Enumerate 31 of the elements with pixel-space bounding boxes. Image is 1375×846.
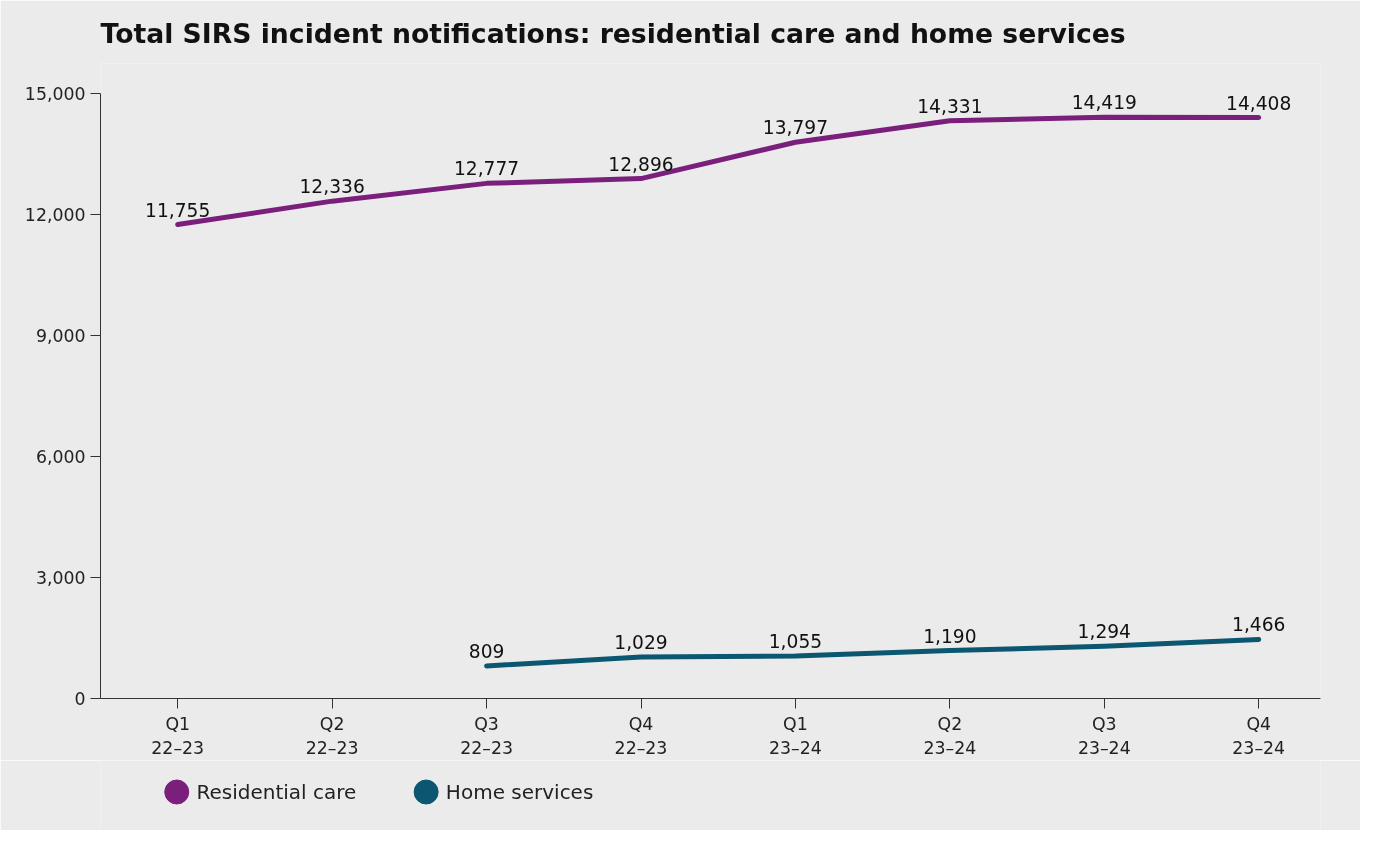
data-label: 1,029: [614, 632, 668, 654]
legend-label: Home services: [445, 780, 594, 804]
data-label: 12,777: [453, 158, 520, 180]
data-label: 12,336: [299, 176, 365, 198]
y-tick-label: 12,000: [24, 205, 86, 226]
x-tick-label: Q3 23–24: [1077, 713, 1131, 758]
data-label: 14,419: [1071, 92, 1137, 114]
data-label: 1,466: [1232, 614, 1286, 636]
x-tick-label: Q2 23–24: [923, 713, 977, 758]
x-tick-label: Q1 22–23: [151, 713, 205, 758]
y-tick-label: 15,000: [24, 84, 86, 105]
y-tick-label: 0: [74, 689, 86, 709]
data-label: 14,331: [917, 95, 983, 117]
x-tick-label: Q4 23–24: [1232, 713, 1286, 758]
chart-title: Total SIRS incident notifications: residential care and home services: [100, 17, 1126, 49]
data-label: 1,055: [768, 630, 823, 652]
y-tick-label: 6,000: [35, 447, 86, 468]
data-label: 809: [468, 640, 505, 662]
legend-label: Residential care: [196, 780, 357, 804]
y-tick-label: 3,000: [35, 568, 86, 589]
data-label: 1,294: [1077, 621, 1132, 643]
data-label: 13,797: [762, 117, 829, 139]
data-label: 12,896: [608, 153, 674, 175]
data-label: 1,190: [923, 625, 977, 647]
x-tick-label: Q2 22–23: [305, 713, 359, 758]
x-tick-label: Q1 23–24: [769, 713, 822, 758]
y-tick-label: 9,000: [35, 326, 86, 347]
x-tick-label: Q3 22–23: [460, 713, 513, 758]
data-label: 14,408: [1226, 92, 1292, 114]
data-label: 11,755: [145, 199, 211, 221]
x-tick-label: Q4 22–23: [614, 713, 668, 758]
